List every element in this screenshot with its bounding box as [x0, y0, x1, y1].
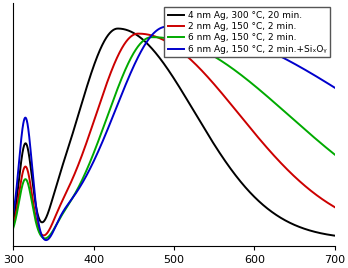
6 nm Ag, 150 °C, 2 min.+SiₓOᵧ: [292, 62, 296, 65]
6 nm Ag, 150 °C, 2 min.: [333, 153, 337, 156]
4 nm Ag, 300 °C, 20 min.: [10, 225, 14, 228]
6 nm Ag, 150 °C, 2 min.+SiₓOᵧ: [134, 61, 138, 64]
6 nm Ag, 150 °C, 2 min.: [292, 118, 296, 121]
2 nm Ag, 150 °C, 2 min.: [292, 174, 296, 177]
4 nm Ag, 300 °C, 20 min.: [46, 210, 50, 213]
6 nm Ag, 150 °C, 2 min.: [66, 204, 70, 207]
2 nm Ag, 150 °C, 2 min.: [41, 234, 46, 237]
6 nm Ag, 150 °C, 2 min.: [326, 148, 331, 151]
4 nm Ag, 300 °C, 20 min.: [292, 223, 296, 226]
4 nm Ag, 300 °C, 20 min.: [148, 44, 152, 48]
6 nm Ag, 150 °C, 2 min.+SiₓOᵧ: [326, 82, 331, 85]
6 nm Ag, 150 °C, 2 min.+SiₓOᵧ: [66, 203, 70, 206]
Line: 4 nm Ag, 300 °C, 20 min.: 4 nm Ag, 300 °C, 20 min.: [12, 29, 335, 236]
6 nm Ag, 150 °C, 2 min.: [148, 36, 152, 39]
6 nm Ag, 150 °C, 2 min.: [134, 48, 138, 51]
4 nm Ag, 300 °C, 20 min.: [65, 148, 70, 151]
6 nm Ag, 150 °C, 2 min.: [43, 237, 47, 240]
4 nm Ag, 300 °C, 20 min.: [134, 33, 138, 36]
6 nm Ag, 150 °C, 2 min.+SiₓOᵧ: [333, 86, 337, 89]
6 nm Ag, 150 °C, 2 min.+SiₓOᵧ: [171, 25, 175, 28]
6 nm Ag, 150 °C, 2 min.+SiₓOᵧ: [44, 239, 48, 242]
6 nm Ag, 150 °C, 2 min.: [151, 36, 155, 39]
Line: 6 nm Ag, 150 °C, 2 min.: 6 nm Ag, 150 °C, 2 min.: [12, 37, 335, 239]
2 nm Ag, 150 °C, 2 min.: [134, 32, 138, 36]
Line: 6 nm Ag, 150 °C, 2 min.+SiₓOᵧ: 6 nm Ag, 150 °C, 2 min.+SiₓOᵧ: [12, 27, 335, 240]
2 nm Ag, 150 °C, 2 min.: [136, 32, 140, 35]
Legend: 4 nm Ag, 300 °C, 20 min., 2 nm Ag, 150 °C, 2 min., 6 nm Ag, 150 °C, 2 min., 6 nm: 4 nm Ag, 300 °C, 20 min., 2 nm Ag, 150 °…: [164, 7, 330, 57]
2 nm Ag, 150 °C, 2 min.: [333, 206, 337, 209]
6 nm Ag, 150 °C, 2 min.+SiₓOᵧ: [148, 36, 152, 39]
2 nm Ag, 150 °C, 2 min.: [47, 229, 51, 233]
2 nm Ag, 150 °C, 2 min.: [148, 33, 152, 36]
6 nm Ag, 150 °C, 2 min.+SiₓOᵧ: [10, 220, 14, 223]
6 nm Ag, 150 °C, 2 min.: [47, 235, 51, 238]
6 nm Ag, 150 °C, 2 min.: [10, 230, 14, 234]
Line: 2 nm Ag, 150 °C, 2 min.: 2 nm Ag, 150 °C, 2 min.: [12, 34, 335, 236]
2 nm Ag, 150 °C, 2 min.: [326, 202, 331, 205]
4 nm Ag, 300 °C, 20 min.: [326, 233, 331, 236]
2 nm Ag, 150 °C, 2 min.: [10, 229, 14, 232]
6 nm Ag, 150 °C, 2 min.+SiₓOᵧ: [47, 237, 51, 240]
2 nm Ag, 150 °C, 2 min.: [66, 188, 70, 191]
4 nm Ag, 300 °C, 20 min.: [333, 234, 337, 237]
4 nm Ag, 300 °C, 20 min.: [116, 27, 120, 30]
